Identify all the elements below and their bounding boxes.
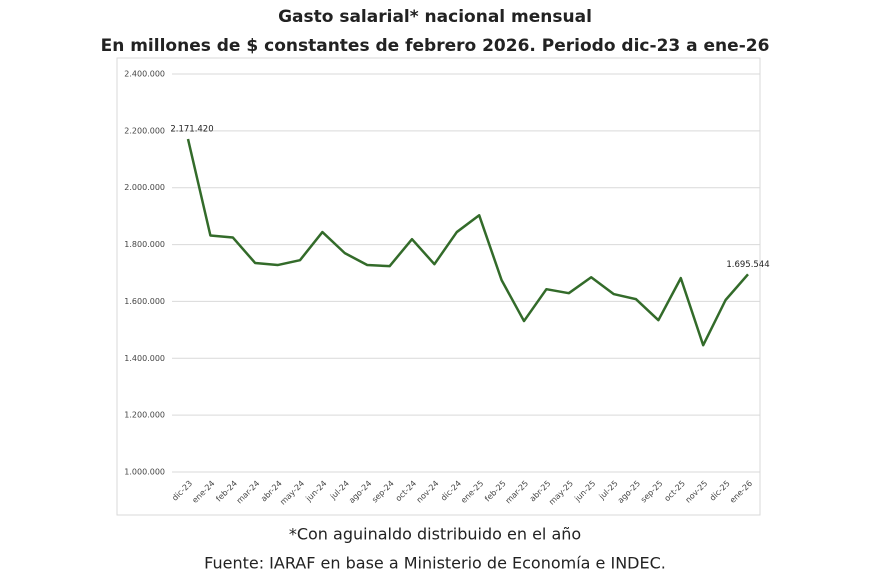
x-tick-label: ago-25	[616, 479, 642, 505]
x-tick-label: ago-24	[347, 479, 373, 505]
x-tick-label: oct-25	[663, 479, 687, 503]
y-tick-label: 2.400.000	[124, 70, 165, 79]
x-tick-label: may-24	[278, 479, 306, 507]
y-tick-label: 1.000.000	[124, 468, 165, 477]
data-label: 2.171.420	[170, 124, 213, 134]
x-tick-label: sep-24	[370, 479, 396, 505]
data-label: 1.695.544	[726, 260, 769, 270]
chart-subtitle: En millones de $ constantes de febrero 2…	[101, 36, 770, 56]
y-tick-label: 2.000.000	[124, 183, 165, 192]
y-tick-label: 1.200.000	[124, 411, 165, 420]
y-tick-label: 1.800.000	[124, 240, 165, 249]
y-tick-label: 1.600.000	[124, 297, 165, 306]
data-line	[186, 138, 749, 347]
x-tick-label: nov-25	[684, 479, 710, 505]
y-tick-label: 2.200.000	[124, 126, 165, 135]
x-tick-label: mar-24	[235, 479, 262, 506]
x-tick-label: ene-24	[190, 479, 216, 505]
x-tick-label: jun-25	[572, 479, 597, 504]
x-tick-label: ene-25	[459, 479, 485, 505]
x-tick-label: mar-25	[504, 479, 531, 506]
x-tick-label: nov-24	[415, 479, 441, 505]
x-tick-label: ene-26	[728, 479, 754, 505]
x-tick-label: oct-24	[394, 479, 418, 503]
source: Fuente: IARAF en base a Ministerio de Ec…	[204, 554, 666, 573]
footnote: *Con aguinaldo distribuido en el año	[289, 525, 581, 544]
x-tick-label: sep-25	[639, 479, 665, 505]
x-tick-label: jun-24	[304, 479, 329, 504]
chart-title: Gasto salarial* nacional mensual	[278, 7, 592, 27]
plot-frame	[116, 57, 761, 516]
x-tick-label: may-25	[547, 479, 575, 507]
y-tick-label: 1.400.000	[124, 354, 165, 363]
